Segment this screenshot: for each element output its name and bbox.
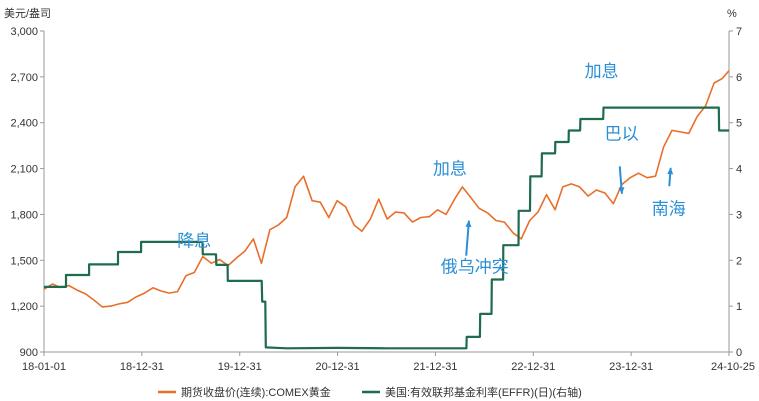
right-tick-label: 5	[736, 118, 742, 130]
left-tick-label: 2,700	[10, 72, 38, 84]
plot-frame	[43, 31, 730, 353]
series-line-gold	[43, 70, 730, 308]
left-tick-label: 1,500	[10, 255, 38, 267]
annotation-arrow	[465, 220, 472, 256]
annotation-label: 俄乌冲突	[441, 258, 509, 278]
annotation-label: 南海	[652, 199, 686, 219]
left-tick-label: 2,100	[10, 164, 38, 176]
right-tick-label: 3	[736, 209, 742, 221]
left-axis-ticks: 900 1,200 1,500 1,800 2,100 2,400 2,700 3,000	[10, 26, 44, 359]
series-lines	[43, 70, 730, 350]
right-axis-ticks: 0 1 2 3 4 5 6 7	[729, 26, 742, 359]
right-tick-label: 2	[736, 255, 742, 267]
legend-label-effr: 美国:有效联邦基金利率(EFFR)(日)(右轴)	[385, 385, 582, 399]
annotation-label: 加息	[585, 62, 619, 82]
left-tick-label: 3,000	[10, 26, 38, 38]
right-tick-label: 0	[736, 347, 742, 359]
legend-label-gold: 期货收盘价(连续):COMEX黄金	[181, 385, 331, 399]
left-axis-unit: 美元/盎司	[4, 6, 51, 20]
x-tick-label: 18-12-31	[120, 361, 164, 373]
annotation-arrow	[618, 166, 625, 194]
left-tick-label: 1,200	[10, 301, 38, 313]
legend: 期货收盘价(连续):COMEX黄金 美国:有效联邦基金利率(EFFR)(日)(右…	[158, 385, 582, 399]
x-tick-label: 22-12-31	[511, 361, 555, 373]
left-tick-label: 1,800	[10, 209, 38, 221]
annotation-label: 巴以	[605, 125, 639, 145]
right-tick-label: 6	[736, 72, 742, 84]
annotation-arrow	[667, 167, 674, 187]
x-tick-label: 23-12-31	[609, 361, 653, 373]
right-tick-label: 7	[736, 26, 742, 38]
series-line-effr	[44, 106, 729, 350]
left-tick-label: 2,400	[10, 118, 38, 130]
x-tick-label: 19-12-31	[218, 361, 262, 373]
x-tick-label: 18-01-01	[22, 361, 66, 373]
annotation-label: 加息	[433, 160, 467, 180]
x-tick-label: 21-12-31	[413, 361, 457, 373]
left-tick-label: 900	[20, 347, 38, 359]
annotation-arrows	[465, 166, 674, 256]
annotation-label: 降息	[177, 232, 211, 252]
right-tick-label: 4	[736, 164, 742, 176]
x-axis-ticks: 18-01-01 18-12-31 19-12-31 20-12-31 21-12-31…	[22, 352, 755, 373]
right-axis-unit: %	[727, 8, 737, 20]
right-tick-label: 1	[736, 301, 742, 313]
x-tick-label: 20-12-31	[316, 361, 360, 373]
x-tick-label: 24-10-25	[711, 361, 755, 373]
